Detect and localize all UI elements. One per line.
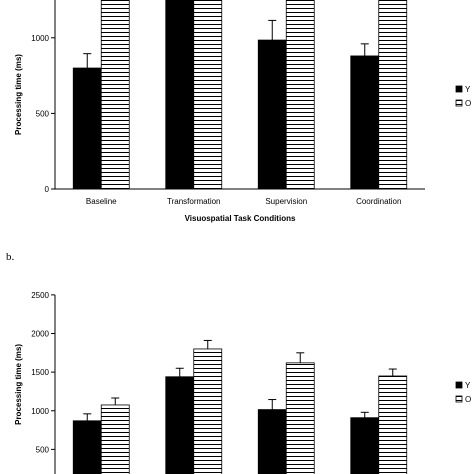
x-tick-label: Baseline xyxy=(86,197,117,206)
legend-swatch-O xyxy=(455,395,463,403)
legend-swatch-Y xyxy=(455,381,463,389)
bar-Y-supervision xyxy=(257,39,287,190)
bar-Y-coordination xyxy=(350,417,380,474)
bar-O-coordination xyxy=(378,375,408,474)
legend-label-O: O xyxy=(465,395,471,404)
legend-swatch-O xyxy=(455,99,463,107)
chart-panel-1: 0 500 1000 Processing time (ms) Baseline Tran… xyxy=(14,0,471,223)
x-axis-label: Visuospatial Task Conditions xyxy=(185,214,296,223)
bar-O-supervision xyxy=(285,362,315,474)
y-tick-label: 0 xyxy=(45,185,50,194)
panel-label: b. xyxy=(6,251,15,263)
bar-Y-supervision xyxy=(257,409,287,474)
legend-swatch-Y xyxy=(455,85,463,93)
x-tick-label: Coordination xyxy=(356,197,401,206)
x-tick-label: Supervision xyxy=(265,197,307,206)
bar-O-baseline xyxy=(100,404,130,474)
bar-O-transformation xyxy=(193,348,223,474)
y-tick-label: 1000 xyxy=(31,34,49,43)
bar-O-coordination xyxy=(378,0,408,190)
y-tick-label: 500 xyxy=(36,109,50,118)
legend-label-O: O xyxy=(465,99,471,108)
y-tick-label: 1500 xyxy=(31,368,49,377)
y-tick-label: 1000 xyxy=(31,407,49,416)
bar-Y-coordination xyxy=(350,55,380,190)
bar-Y-baseline xyxy=(72,420,102,474)
y-tick-label: 2500 xyxy=(31,291,49,300)
legend-label-Y: Y xyxy=(465,381,471,390)
bar-O-baseline xyxy=(100,0,130,190)
y-axis-label: Processing time (ms) xyxy=(14,344,23,425)
x-tick-label: Transformation xyxy=(167,197,221,206)
y-tick-label: 500 xyxy=(36,445,50,454)
y-tick-label: 2000 xyxy=(31,330,49,339)
legend-label-Y: Y xyxy=(465,85,471,94)
bar-Y-transformation xyxy=(165,376,195,474)
bar-Y-transformation xyxy=(165,0,195,190)
y-axis-label: Processing time (ms) xyxy=(14,54,23,135)
chart-panel-2: b. 500 1000 1500 2000 2500 Processing time (ms… xyxy=(6,251,471,474)
bar-Y-baseline xyxy=(72,67,102,190)
bar-O-transformation xyxy=(193,0,223,190)
bar-O-supervision xyxy=(285,0,315,190)
